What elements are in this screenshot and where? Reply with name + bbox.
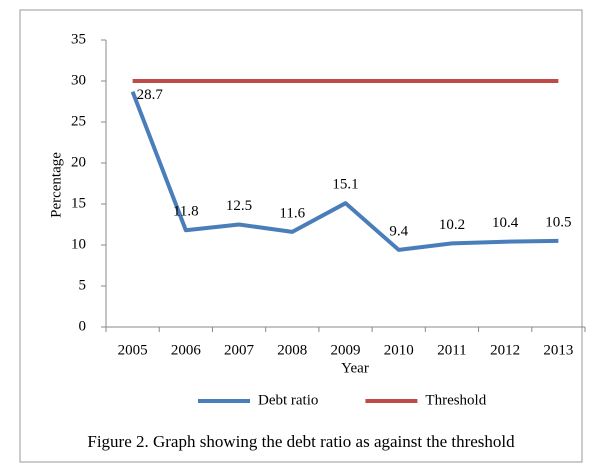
data-label: 15.1 bbox=[332, 177, 358, 193]
data-label: 10.2 bbox=[439, 217, 465, 233]
x-tick-label: 2006 bbox=[171, 342, 202, 358]
data-label: 11.8 bbox=[173, 204, 199, 220]
data-label: 12.5 bbox=[226, 198, 252, 214]
chart-frame bbox=[19, 9, 583, 463]
y-tick-label: 20 bbox=[71, 154, 86, 170]
y-tick-label: 35 bbox=[71, 31, 86, 47]
series-line bbox=[130, 90, 559, 252]
y-tick-label: 10 bbox=[71, 236, 86, 252]
legend-label: Threshold bbox=[425, 392, 486, 408]
x-tick-label: 2012 bbox=[490, 342, 520, 358]
y-tick-label: 5 bbox=[79, 277, 87, 293]
data-label: 11.6 bbox=[279, 205, 305, 221]
y-tick-label: 0 bbox=[79, 318, 87, 334]
x-axis-label: Year bbox=[341, 360, 369, 376]
x-tick-label: 2013 bbox=[543, 342, 573, 358]
x-tick-label: 2011 bbox=[437, 342, 466, 358]
chart-caption: Figure 2. Graph showing the debt ratio a… bbox=[87, 432, 515, 451]
legend-label: Debt ratio bbox=[258, 392, 318, 408]
x-tick-label: 2007 bbox=[224, 342, 255, 358]
data-label: 10.5 bbox=[545, 214, 571, 230]
y-tick-label: 30 bbox=[71, 72, 86, 88]
y-axis-label: Percentage bbox=[48, 152, 64, 218]
x-tick-label: 2008 bbox=[277, 342, 307, 358]
data-label: 10.4 bbox=[492, 215, 519, 231]
y-tick-label: 25 bbox=[71, 113, 86, 129]
y-tick-label: 15 bbox=[71, 195, 86, 211]
x-tick-label: 2009 bbox=[331, 342, 361, 358]
data-label: 28.7 bbox=[137, 87, 164, 103]
x-tick-label: 2010 bbox=[384, 342, 414, 358]
data-label: 9.4 bbox=[389, 223, 408, 239]
x-tick-label: 2005 bbox=[118, 342, 148, 358]
